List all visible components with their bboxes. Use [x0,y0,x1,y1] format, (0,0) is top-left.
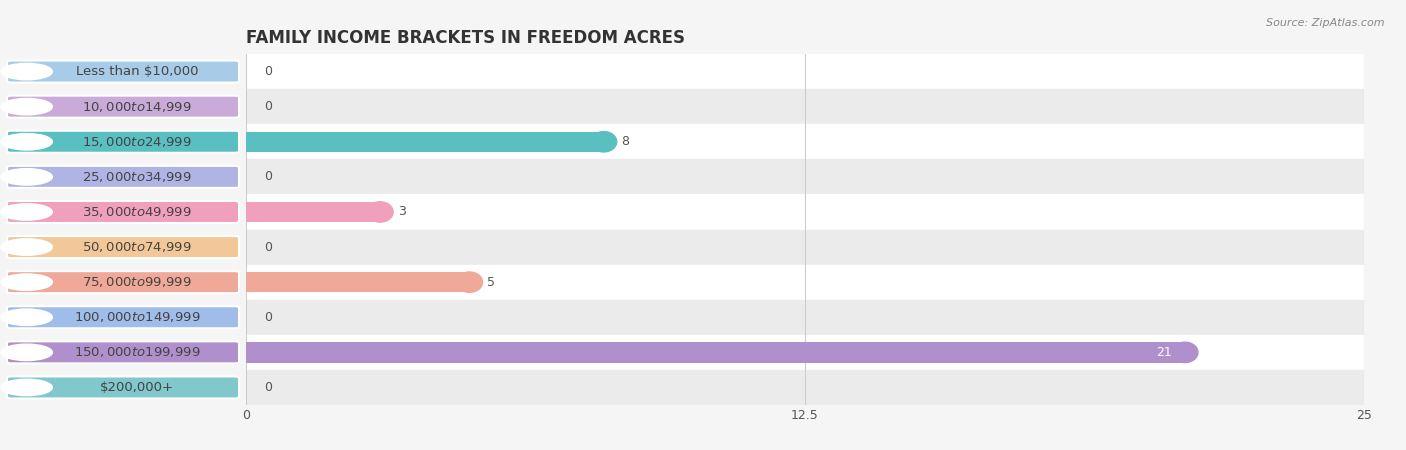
Text: 0: 0 [264,311,271,324]
Text: 0: 0 [264,100,271,113]
Text: $200,000+: $200,000+ [100,381,174,394]
Bar [0,300,1406,335]
Text: 0: 0 [264,241,271,253]
Text: $100,000 to $149,999: $100,000 to $149,999 [75,310,200,324]
Text: $25,000 to $34,999: $25,000 to $34,999 [82,170,193,184]
Circle shape [591,131,617,152]
Bar [0,230,1406,265]
Bar [0,335,1406,370]
Text: 8: 8 [621,135,630,148]
Bar [0,89,1406,124]
Text: 0: 0 [264,381,271,394]
Text: $35,000 to $49,999: $35,000 to $49,999 [82,205,193,219]
Text: $75,000 to $99,999: $75,000 to $99,999 [82,275,193,289]
Text: $50,000 to $74,999: $50,000 to $74,999 [82,240,193,254]
Bar [0,265,1406,300]
Text: 3: 3 [398,206,406,218]
Text: $15,000 to $24,999: $15,000 to $24,999 [82,135,193,149]
Text: Source: ZipAtlas.com: Source: ZipAtlas.com [1267,18,1385,28]
Bar [246,202,380,222]
Text: 0: 0 [264,171,271,183]
Circle shape [1173,342,1198,363]
Text: $10,000 to $14,999: $10,000 to $14,999 [82,99,193,114]
Text: 5: 5 [488,276,495,288]
Circle shape [367,202,394,222]
Text: 0: 0 [264,65,271,78]
Circle shape [457,272,482,292]
Bar [246,342,1185,363]
Bar [0,124,1406,159]
Bar [246,272,470,292]
Text: $150,000 to $199,999: $150,000 to $199,999 [75,345,200,360]
Bar [0,159,1406,194]
Text: 21: 21 [1156,346,1171,359]
Bar [246,131,603,152]
Bar [0,194,1406,230]
Bar [0,54,1406,89]
Text: FAMILY INCOME BRACKETS IN FREEDOM ACRES: FAMILY INCOME BRACKETS IN FREEDOM ACRES [246,29,685,47]
Text: Less than $10,000: Less than $10,000 [76,65,198,78]
Bar [0,370,1406,405]
